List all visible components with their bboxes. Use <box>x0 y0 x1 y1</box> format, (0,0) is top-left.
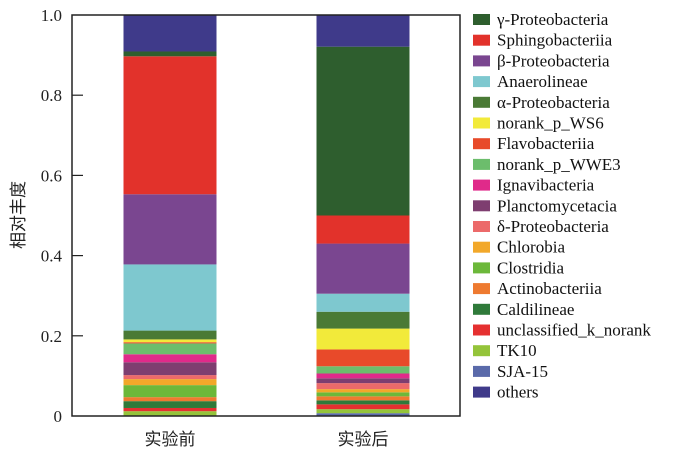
x-category-label: 实验后 <box>338 430 389 450</box>
bar-segment-2-clostridia <box>316 392 410 397</box>
legend-label: Chlorobia <box>497 238 565 257</box>
legend-swatch <box>473 76 490 88</box>
bar-segment-1-flavobacteriia <box>123 342 217 344</box>
bar-segment-1-anaerolineae <box>123 264 217 331</box>
bar-segment-2--proteobacteria <box>316 243 410 294</box>
legend-swatch <box>473 55 490 67</box>
bar-segment-2-tk10 <box>316 409 410 414</box>
y-tick-label: 0.8 <box>41 86 62 105</box>
y-tick-label: 1.0 <box>41 6 62 25</box>
legend-swatch <box>473 34 490 46</box>
bar-segment-1-planctomycetacia <box>123 362 217 376</box>
y-tick-label: 0.2 <box>41 327 62 346</box>
legend-label: SJA-15 <box>497 362 548 381</box>
legend-label: others <box>497 383 539 402</box>
legend-label: Flavobacteriia <box>497 134 595 153</box>
legend-swatch <box>473 14 490 25</box>
legend-label: α-Proteobacteria <box>497 93 610 112</box>
bar-segment-1-norank-p-wwe3 <box>123 343 217 355</box>
bar-segment-1-caldilineae <box>123 401 217 408</box>
legend-swatch <box>473 303 490 315</box>
bar-segment-1-norank-p-ws6 <box>123 339 217 343</box>
bar-segment-1-actinobacteriia <box>123 397 217 402</box>
bar-segment-2-unclassified-k-norank <box>316 404 410 410</box>
bar-segment-2-sphingobacteriia <box>316 215 410 244</box>
legend-swatch <box>473 386 490 398</box>
bars-group <box>123 15 410 416</box>
x-category-label: 实验前 <box>145 430 196 450</box>
legend-swatch <box>473 345 490 357</box>
legend-label: Sphingobacteriia <box>497 31 613 50</box>
bar-segment-1-others <box>123 15 217 52</box>
bar-segment-1-tk10 <box>123 411 217 416</box>
legend-swatch <box>473 365 490 377</box>
bar-segment-2-actinobacteriia <box>316 396 410 401</box>
legend-swatch <box>473 96 490 108</box>
bar-segment-2-caldilineae <box>316 400 410 405</box>
bar-segment-2--proteobacteria <box>316 311 410 329</box>
legend-label: δ-Proteobacteria <box>497 217 609 236</box>
bar-segment-1-clostridia <box>123 385 217 398</box>
legend-swatch <box>473 241 490 253</box>
legend-swatch <box>473 138 490 150</box>
bar-segment-1-ignavibacteria <box>123 354 217 363</box>
bar-segment-1--proteobacteria <box>123 375 217 380</box>
bar-segment-1-sphingobacteriia <box>123 56 217 195</box>
bar-segment-1--proteobacteria <box>123 51 217 57</box>
y-tick-label: 0.6 <box>41 166 62 185</box>
legend-label: Anaerolineae <box>497 72 588 91</box>
legend-label: Actinobacteriia <box>497 279 602 298</box>
legend-swatch <box>473 324 490 336</box>
x-axis: 实验前 实验后 <box>145 430 389 450</box>
legend-label: Clostridia <box>497 258 565 277</box>
legend-label: unclassified_k_norank <box>497 321 651 340</box>
legend-label: norank_p_WWE3 <box>497 155 621 174</box>
y-tick-label: 0 <box>54 407 63 426</box>
legend-swatch <box>473 221 490 232</box>
bar-segment-2-ignavibacteria <box>316 373 410 379</box>
legend-label: Ignavibacteria <box>497 176 595 195</box>
bar-segment-2-chlorobia <box>316 389 410 393</box>
legend-swatch <box>473 283 490 295</box>
bar-segment-1--proteobacteria <box>123 330 217 340</box>
legend-label: Caldilineae <box>497 300 574 319</box>
legend-swatch <box>473 179 490 191</box>
bar-segment-2-flavobacteriia <box>316 349 410 367</box>
bar-segment-2-norank-p-wwe3 <box>316 366 410 374</box>
y-tick-label: 0.4 <box>41 247 63 266</box>
legend-swatch <box>473 200 490 212</box>
bar-segment-1-chlorobia <box>123 379 217 386</box>
bar-segment-2-norank-p-ws6 <box>316 328 410 350</box>
y-axis: 0 0.2 0.4 0.6 0.8 1.0 <box>41 6 83 426</box>
bar-segment-2-anaerolineae <box>316 293 410 312</box>
legend-swatch <box>473 117 490 129</box>
legend-label: γ-Proteobacteria <box>496 10 609 29</box>
bar-segment-2-sja-15 <box>316 413 410 416</box>
y-axis-label: 相对丰度 <box>9 181 29 249</box>
bar-segment-2--proteobacteria <box>316 46 410 216</box>
legend-swatch <box>473 262 490 274</box>
legend-label: norank_p_WS6 <box>497 114 604 133</box>
bar-segment-1-unclassified-k-norank <box>123 407 217 412</box>
legend: γ-Proteobacteria Sphingobacteriiaβ-Proteo… <box>473 10 651 402</box>
bar-segment-2-planctomycetacia <box>316 378 410 384</box>
bar-segment-2-others <box>316 15 410 47</box>
legend-label: β-Proteobacteria <box>497 51 610 70</box>
bar-segment-1--proteobacteria <box>123 194 217 265</box>
legend-swatch <box>473 158 490 170</box>
bar-segment-2--proteobacteria <box>316 383 410 390</box>
legend-label: TK10 <box>497 341 537 360</box>
legend-label: Planctomycetacia <box>497 196 617 215</box>
plot-frame <box>71 14 461 417</box>
